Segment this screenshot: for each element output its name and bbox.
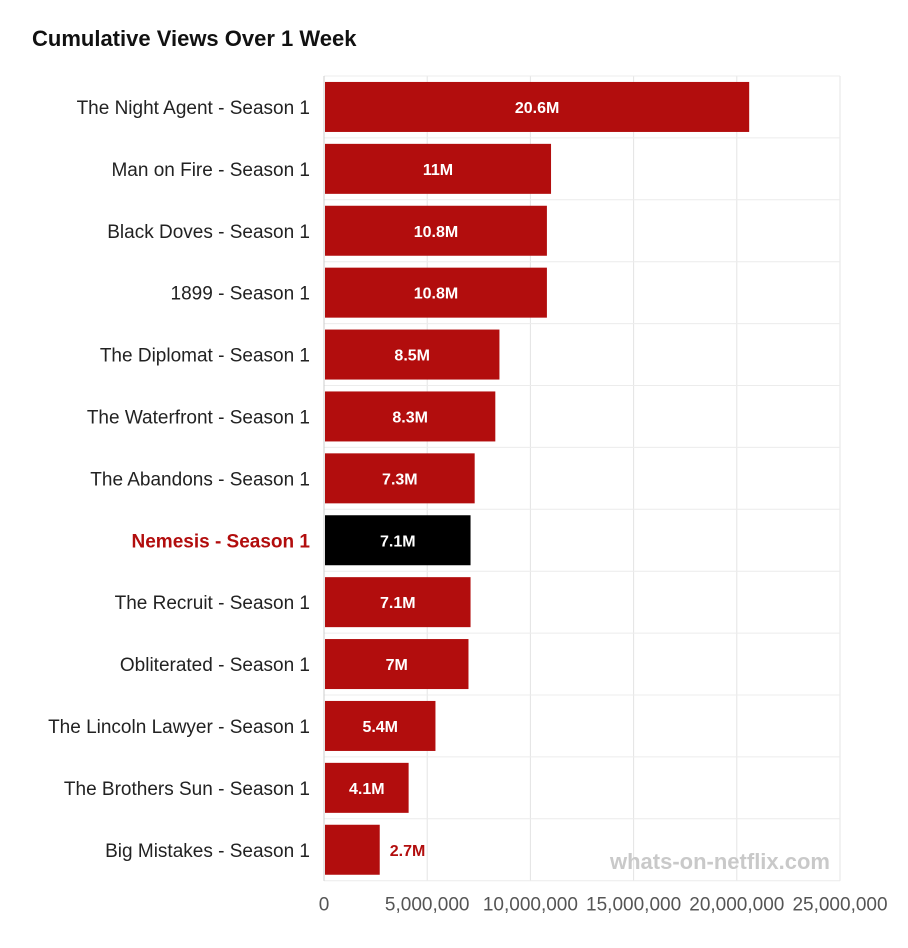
x-tick-label: 20,000,000	[689, 895, 784, 916]
x-axis-ticks: 0 5,000,000 10,000,000 15,000,000 20,000,000…	[319, 895, 888, 916]
bar	[325, 453, 475, 504]
category-label: The Abandons - Season 1	[90, 469, 310, 490]
bar	[325, 515, 471, 566]
category-label: 1899 - Season 1	[171, 284, 310, 305]
bar	[325, 762, 409, 813]
category-label: Black Doves - Season 1	[107, 222, 310, 243]
bar	[325, 267, 547, 318]
bar	[325, 639, 469, 690]
data-label: 7.1M	[380, 533, 416, 550]
x-tick-label: 10,000,000	[483, 895, 578, 916]
data-label: 11M	[423, 162, 453, 179]
data-label: 7M	[386, 657, 408, 674]
category-labels: The Night Agent - Season 1 Man on Fire - …	[48, 98, 310, 862]
data-label: 10.8M	[414, 286, 458, 303]
bars	[325, 81, 750, 875]
bar	[325, 700, 436, 751]
bar	[325, 143, 552, 194]
category-label: The Lincoln Lawyer - Season 1	[48, 717, 310, 738]
watermark: whats-on-netflix.com	[609, 849, 830, 874]
bar	[325, 205, 547, 256]
bar	[325, 81, 750, 132]
category-label: The Brothers Sun - Season 1	[64, 779, 310, 800]
x-tick-label: 5,000,000	[385, 895, 470, 916]
data-label: 2.7M	[390, 843, 426, 860]
bar	[325, 391, 496, 442]
category-label: The Diplomat - Season 1	[100, 346, 310, 367]
chart-title: Cumulative Views Over 1 Week	[32, 26, 357, 51]
category-label: Man on Fire - Season 1	[111, 160, 310, 181]
data-label: 8.3M	[392, 409, 428, 426]
data-label: 4.1M	[349, 781, 385, 798]
data-label: 7.3M	[382, 471, 418, 488]
data-label: 7.1M	[380, 595, 416, 612]
category-label: The Recruit - Season 1	[115, 593, 310, 614]
category-label: Big Mistakes - Season 1	[105, 841, 310, 862]
category-label: Obliterated - Season 1	[120, 655, 310, 676]
category-label: The Night Agent - Season 1	[77, 98, 310, 119]
data-label: 20.6M	[515, 100, 559, 117]
x-tick-label: 25,000,000	[792, 895, 887, 916]
data-label: 10.8M	[414, 224, 458, 241]
value-labels: 20.6M 11M 10.8M 10.8M 8.5M 8.3M 7.3M 7.1M 7.1M 7M…	[349, 100, 559, 860]
data-label: 8.5M	[394, 348, 430, 365]
bar	[325, 824, 380, 875]
category-label: The Waterfront - Season 1	[87, 407, 310, 428]
bar	[325, 577, 471, 628]
x-tick-label: 15,000,000	[586, 895, 681, 916]
category-label: Nemesis - Season 1	[132, 531, 311, 552]
bar	[325, 329, 500, 380]
data-label: 5.4M	[362, 719, 398, 736]
x-tick-label: 0	[319, 895, 330, 916]
